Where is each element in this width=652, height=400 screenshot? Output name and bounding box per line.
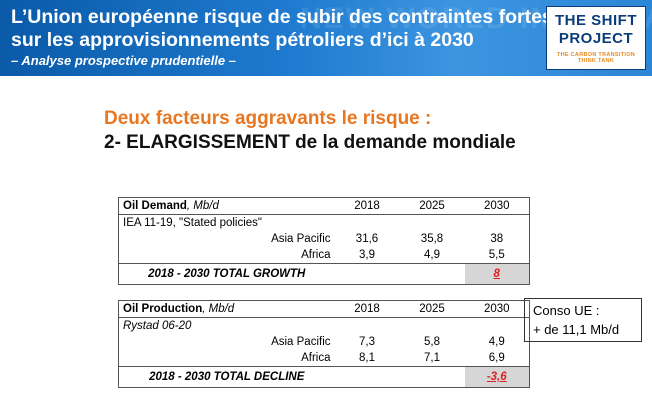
table-cell: 35,8 — [420, 233, 444, 245]
total-decline-value: -3,6 — [464, 366, 530, 388]
total-row: 2018 - 2030 TOTAL DECLINE -3,6 — [118, 366, 530, 388]
logo-line-1: THE SHIFT — [555, 12, 637, 29]
year-header: 2030 — [464, 197, 530, 215]
table-source-row: Rystad 06-20 — [119, 318, 530, 335]
conso-ue-box: Conso UE : + de 11,1 Mb/d — [524, 298, 642, 342]
table-source: Rystad 06-20 — [119, 318, 335, 335]
table-title: Oil Demand, Mb/d — [118, 197, 335, 215]
total-row: 2018 - 2030 TOTAL GROWTH 8 — [118, 263, 530, 285]
year-header: 2025 — [399, 300, 465, 318]
table-title-unit: , Mb/d — [202, 303, 235, 315]
section-heading: Deux facteurs aggravants le risque : — [104, 108, 432, 129]
table-row: Asia Pacific 31,6 35,8 38 — [119, 231, 530, 247]
year-header: 2025 — [399, 197, 465, 215]
table-cell: 4,9 — [424, 249, 440, 261]
table-row: Africa 3,9 4,9 5,5 — [119, 247, 530, 264]
conso-line-2: + de 11,1 Mb/d — [533, 322, 620, 337]
year-header: 2018 — [334, 300, 400, 318]
table-source: IEA 11-19, "Stated policies" — [123, 217, 263, 229]
oil-demand-table: Oil Demand, Mb/d 2018 2025 2030 IEA 11-1… — [118, 197, 530, 285]
logo-line-2: PROJECT — [558, 30, 634, 47]
table-cell: 8,1 — [359, 352, 375, 364]
table-cell: 38 — [490, 233, 504, 245]
row-label: Africa — [301, 249, 331, 261]
year-header: 2030 — [464, 300, 530, 318]
title-banner: NEW WORLD INTERNATIONAL L’Union européen… — [0, 0, 652, 76]
table-cell: 5,5 — [488, 249, 505, 261]
conso-line-1: Conso UE : — [533, 303, 600, 318]
slide-title-line-2: sur les approvisionnements pétroliers d’… — [11, 29, 474, 51]
table-row: Africa 8,1 7,1 6,9 — [119, 350, 530, 367]
slide-subtitle: – Analyse prospective prudentielle – — [11, 53, 236, 68]
oil-production-table: Oil Production, Mb/d 2018 2025 2030 Ryst… — [118, 300, 530, 388]
table-cell: 6,9 — [488, 352, 505, 364]
row-label: Africa — [301, 352, 331, 364]
table-cell: 31,6 — [355, 233, 379, 245]
shift-project-logo: THE SHIFT PROJECT THE CARBON TRANSITION … — [546, 6, 646, 70]
row-label: Asia Pacific — [271, 336, 331, 348]
table-cell: 7,1 — [424, 352, 440, 364]
table-title-label: Oil Demand — [123, 200, 187, 212]
year-header: 2018 — [334, 197, 400, 215]
table-cell: 7,3 — [359, 336, 375, 348]
table-cell: 4,9 — [488, 336, 505, 348]
logo-tagline: THE CARBON TRANSITION THINK TANK — [556, 52, 636, 64]
table-cell: 5,8 — [424, 336, 440, 348]
table-title-label: Oil Production — [123, 303, 203, 315]
table-row: Asia Pacific 7,3 5,8 4,9 — [119, 334, 530, 350]
table-title: Oil Production, Mb/d — [118, 300, 335, 318]
row-label: Asia Pacific — [271, 233, 331, 245]
slide-title-line-1: L’Union européenne risque de subir des c… — [11, 6, 553, 28]
total-label: 2018 - 2030 TOTAL DECLINE — [118, 366, 335, 388]
total-label: 2018 - 2030 TOTAL GROWTH — [118, 263, 335, 285]
table-source-text: Rystad 06-20 — [123, 320, 192, 332]
section-subheading: 2- ELARGISSEMENT de la demande mondiale — [104, 132, 516, 153]
total-growth-value: 8 — [464, 263, 530, 285]
table-source-row: IEA 11-19, "Stated policies" — [119, 215, 530, 232]
table-cell: 3,9 — [359, 249, 375, 261]
table-header-row: Oil Demand, Mb/d 2018 2025 2030 — [118, 197, 530, 215]
table-title-unit: , Mb/d — [186, 200, 219, 212]
table-header-row: Oil Production, Mb/d 2018 2025 2030 — [118, 300, 530, 318]
